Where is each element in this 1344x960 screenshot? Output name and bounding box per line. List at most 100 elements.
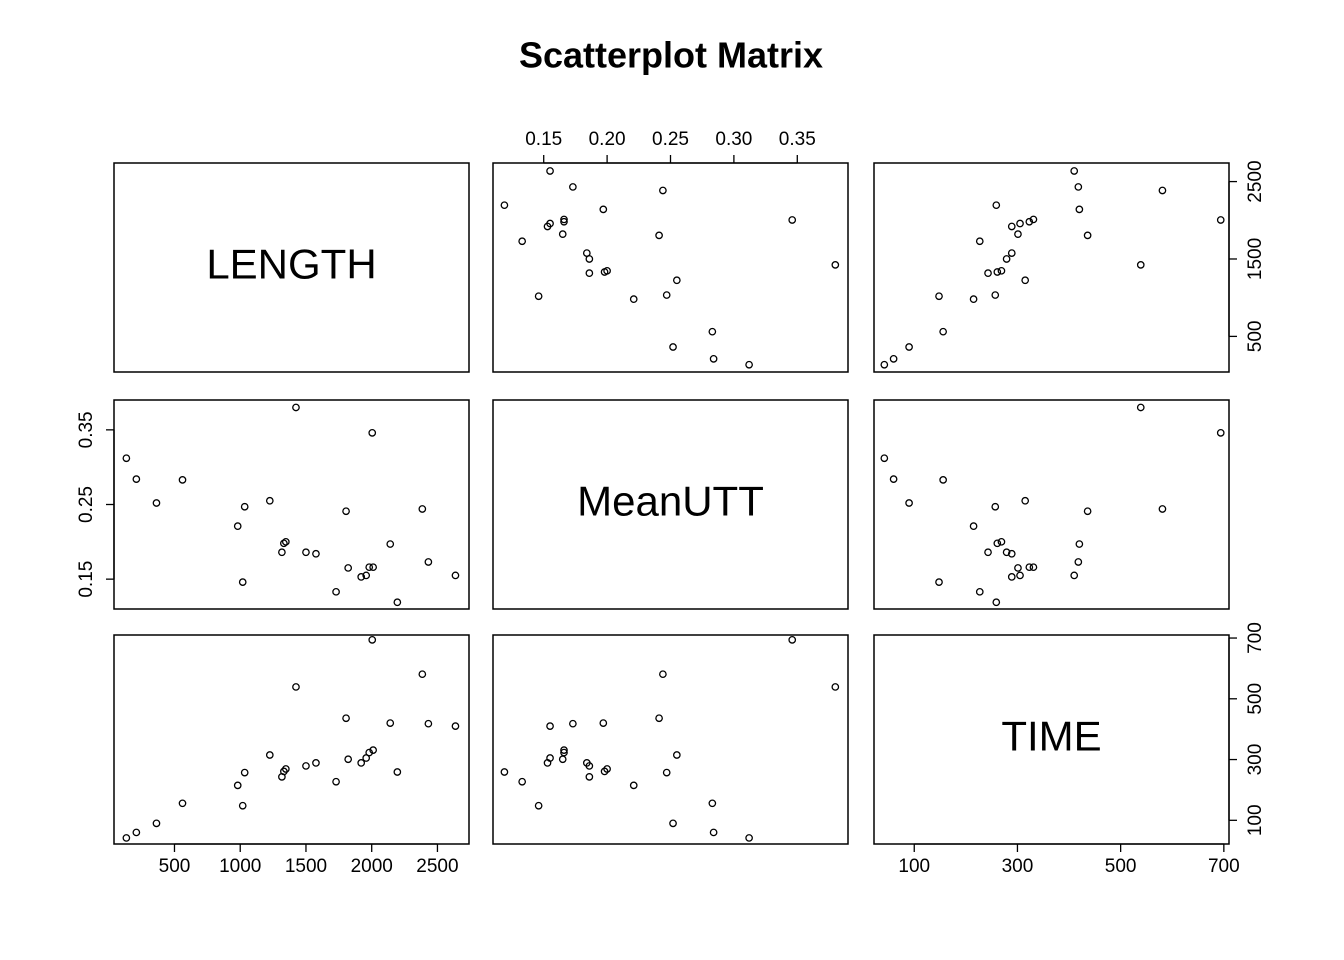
point [1075,205,1084,214]
panel-frame [113,162,470,373]
point [451,571,460,580]
point [831,261,840,269]
x-tick-label: 0.35 [779,129,816,150]
point [238,578,247,586]
point [745,834,753,842]
point [240,768,249,777]
panel-frame [873,399,1230,610]
point [672,276,681,285]
y-tick-label: 500 [1245,321,1266,353]
point [451,722,460,730]
y-tick-label: 500 [1245,683,1266,715]
point [662,291,671,299]
point [368,636,377,644]
point [935,578,943,586]
panel-frame [492,162,849,373]
point [1007,222,1016,231]
point [788,636,797,644]
point [585,773,594,781]
point [1029,563,1038,572]
point [265,496,274,505]
point [603,765,611,773]
point [662,768,671,777]
point [993,268,1002,276]
point [546,722,554,730]
point [332,777,340,786]
point [312,549,320,558]
variable-label: MeanUTT [577,478,764,525]
point [669,343,677,351]
point [969,295,978,304]
point [1136,403,1145,412]
x-tick-label: 500 [159,856,191,877]
point [993,539,1002,548]
panel-frame [113,399,470,610]
point [560,217,568,226]
y-tick-label: 0.35 [76,411,97,448]
chart-title: Scatterplot Matrix [519,35,823,76]
point [152,819,161,828]
point [831,683,840,691]
point [233,781,242,790]
point [152,499,161,507]
point [992,598,1001,607]
point [386,540,395,548]
y-tick-label: 300 [1245,744,1266,776]
point [1021,496,1030,505]
point [357,759,366,767]
point [629,295,638,304]
point [178,476,187,484]
x-tick-label: 0.20 [589,129,626,150]
point [362,571,371,580]
point [1070,571,1079,580]
point [582,249,591,257]
x-tick-label: 500 [1105,856,1137,877]
point [132,828,141,837]
point [424,558,433,566]
y-tick-label: 700 [1245,622,1266,654]
point [569,719,577,728]
point [975,237,984,246]
point [935,292,943,301]
point [312,759,320,767]
point [1007,573,1016,581]
point [889,354,898,363]
point [1083,507,1092,516]
y-tick-label: 0.15 [76,561,97,598]
point [233,522,242,530]
point [368,428,377,437]
point [560,748,568,757]
point [1021,276,1030,285]
x-tick-label: 2500 [416,856,458,877]
point [975,587,984,596]
point [238,801,247,810]
y-tick-label: 100 [1245,804,1266,836]
point [344,755,353,764]
x-tick-label: 300 [1002,856,1034,877]
x-tick-label: 0.30 [715,129,752,150]
point [122,834,131,842]
variable-label: LENGTH [206,241,376,288]
point [991,291,1000,299]
point [709,354,718,363]
point [889,475,898,483]
point [788,216,797,224]
y-tick-label: 1500 [1245,238,1266,280]
point [991,502,1000,511]
x-tick-label: 2000 [351,856,393,877]
point [344,564,353,572]
point [905,499,913,507]
point [1025,217,1034,226]
point [292,683,300,691]
point [669,819,677,828]
point [302,548,310,557]
point [880,360,889,369]
point [1216,216,1225,224]
point [281,537,290,546]
point [1016,219,1024,228]
point [178,799,187,808]
point [369,563,377,572]
panel-frame [873,162,1230,373]
point [1007,549,1016,558]
point [518,777,527,786]
